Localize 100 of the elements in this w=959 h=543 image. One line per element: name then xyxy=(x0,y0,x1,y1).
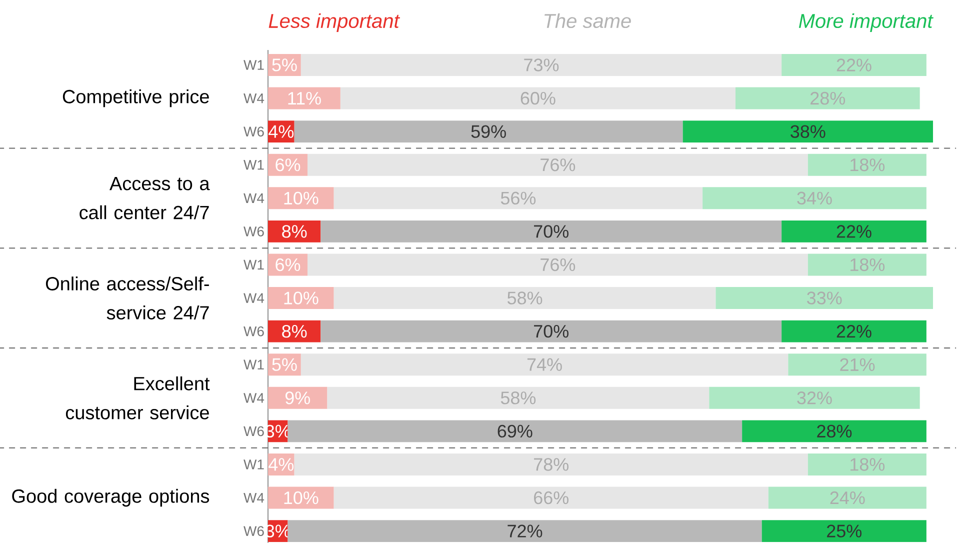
data-label: 6% xyxy=(276,158,300,172)
bar xyxy=(682,120,934,143)
bar xyxy=(288,420,742,442)
data-label: 25% xyxy=(827,524,862,538)
y-tick-label: W6 xyxy=(244,526,264,536)
data-label: 74% xyxy=(527,358,562,371)
data-label: 5% xyxy=(272,358,297,371)
data-label: 22% xyxy=(836,324,872,338)
text: Access to a call center 24/7 xyxy=(80,177,210,220)
y-tick-label: W4 xyxy=(244,293,264,303)
data-label: 9% xyxy=(285,392,310,404)
data-label: 21% xyxy=(840,358,875,371)
bar xyxy=(268,87,340,110)
data-label: 28% xyxy=(817,424,852,438)
bar xyxy=(268,287,334,310)
bar xyxy=(808,254,926,276)
data-label: 10% xyxy=(284,192,318,205)
data-label: 76% xyxy=(540,158,576,172)
y-tick-label: W1 xyxy=(244,360,264,370)
text: Competitive price xyxy=(62,89,209,108)
bar xyxy=(268,486,334,509)
data-label: 59% xyxy=(471,125,506,138)
y-tick-label: W1 xyxy=(244,60,264,70)
data-label: 4% xyxy=(268,125,294,138)
series-label: More important xyxy=(798,13,934,32)
bar xyxy=(788,354,926,376)
y-tick-label: W1 xyxy=(244,260,264,270)
y-tick-label: W4 xyxy=(244,492,264,503)
data-label: 58% xyxy=(507,292,542,304)
data-label: 70% xyxy=(534,324,568,338)
data-label: 70% xyxy=(534,225,568,238)
data-label: 34% xyxy=(797,192,832,205)
y-tick-label: W4 xyxy=(244,93,264,104)
y-tick-label: W6 xyxy=(244,426,264,436)
data-label: 18% xyxy=(850,158,885,172)
bar xyxy=(288,520,762,542)
bar xyxy=(294,453,808,476)
data-label: 28% xyxy=(810,92,846,105)
data-label: 4% xyxy=(268,458,294,471)
data-label: 32% xyxy=(797,392,832,404)
data-label: 5% xyxy=(272,58,297,72)
bar xyxy=(320,220,782,242)
y-tick-label: W4 xyxy=(244,193,264,203)
data-label: 18% xyxy=(850,458,885,471)
data-label: 72% xyxy=(508,524,542,538)
y-tick-label: W6 xyxy=(244,326,264,336)
data-label: 66% xyxy=(534,491,568,504)
bar xyxy=(300,54,782,76)
bar xyxy=(808,453,926,476)
bar xyxy=(735,87,920,110)
bar xyxy=(340,87,736,110)
bar xyxy=(327,386,710,409)
data-label: 38% xyxy=(790,125,826,138)
data-label: 76% xyxy=(540,258,576,272)
data-label: 11% xyxy=(288,92,321,105)
bar xyxy=(294,120,683,143)
y-tick-label: W1 xyxy=(244,160,264,170)
data-label: 6% xyxy=(276,258,300,272)
text: Online access/Self-service 24/7 xyxy=(46,276,209,320)
bar xyxy=(334,287,716,310)
bar xyxy=(268,320,321,342)
bar xyxy=(808,154,926,176)
data-label: 33% xyxy=(807,292,842,304)
y-tick-label: W4 xyxy=(244,393,264,403)
y-tick-label: W6 xyxy=(244,126,264,137)
data-label: 8% xyxy=(282,225,307,238)
data-label: 8% xyxy=(282,324,307,338)
bar xyxy=(334,187,703,210)
y-tick-label: W1 xyxy=(244,460,264,470)
bar xyxy=(702,187,926,210)
text: Excellent customer service xyxy=(66,376,210,420)
bar xyxy=(300,354,788,376)
data-label: 56% xyxy=(500,192,536,205)
data-label: 69% xyxy=(498,424,532,438)
bar xyxy=(320,320,782,342)
data-label: 18% xyxy=(850,258,885,272)
data-label: 78% xyxy=(534,458,568,471)
data-label: 58% xyxy=(500,392,536,404)
bar xyxy=(268,220,321,242)
bar xyxy=(308,154,808,176)
bar xyxy=(716,287,934,310)
data-label: 22% xyxy=(836,58,872,72)
data-label: 73% xyxy=(524,58,559,72)
bar xyxy=(334,486,768,509)
bar xyxy=(782,220,926,242)
bar xyxy=(742,420,926,442)
bar xyxy=(782,54,926,76)
bar xyxy=(768,486,926,509)
bar xyxy=(268,386,328,409)
data-label: 60% xyxy=(520,92,556,105)
data-label: 10% xyxy=(284,491,318,504)
data-label: 22% xyxy=(836,225,872,238)
data-label: 24% xyxy=(830,491,865,504)
bar xyxy=(268,187,334,210)
text: Good coverage options xyxy=(12,488,210,507)
series-label: Less important xyxy=(268,13,400,32)
y-tick-label: W6 xyxy=(244,226,264,236)
bar xyxy=(762,520,926,542)
bar xyxy=(782,320,926,342)
bar xyxy=(308,254,808,276)
